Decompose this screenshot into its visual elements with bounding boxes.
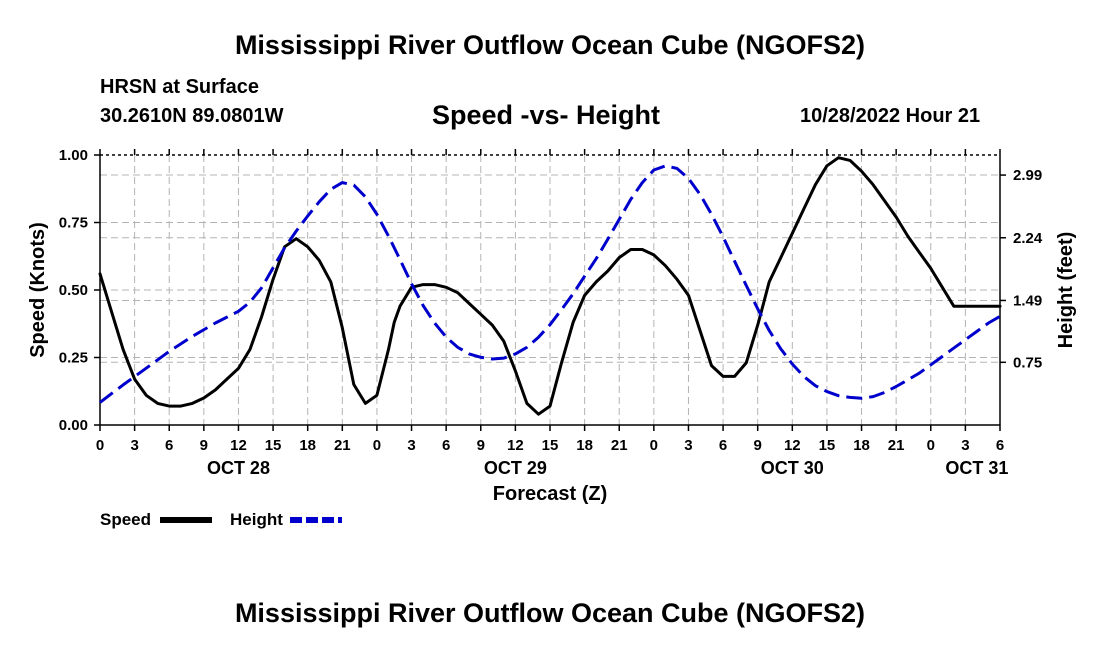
y-axis-label: Speed (Knots) — [27, 222, 49, 358]
x-tick-label: 18 — [576, 437, 593, 454]
x-tick-label: 0 — [927, 437, 935, 454]
x-tick-label: 12 — [507, 437, 524, 454]
forecast-datetime: 10/28/2022 Hour 21 — [800, 105, 981, 127]
y2-tick-label: 2.24 — [1013, 230, 1043, 247]
main-title: Mississippi River Outflow Ocean Cube (NG… — [234, 30, 866, 60]
legend-speed-label: Speed — [100, 510, 152, 529]
x-tick-label: 6 — [719, 437, 727, 454]
x-tick-label: 9 — [477, 437, 485, 454]
x-tick-label: 18 — [299, 437, 316, 454]
axes: 0 3 6 9 12 15 18 21 0 3 6 9 12 15 18 21 0 3 6 9 12 15 18 21 0 3 6 O… — [59, 147, 1043, 478]
x-tick-label: 15 — [819, 437, 836, 454]
x-tick-label: 0 — [373, 437, 381, 454]
y2-tick-label: 0.75 — [1013, 354, 1042, 371]
series-line-height — [99, 164, 1001, 404]
x-tick-label: 15 — [542, 437, 559, 454]
coordinates-label: 30.2610N 89.0801W — [100, 105, 284, 127]
x-tick-label: 3 — [130, 437, 138, 454]
x-tick-label: 0 — [96, 437, 104, 454]
grid — [100, 155, 1000, 425]
x-tick-label: 21 — [888, 437, 905, 454]
x-tick-label: 0 — [650, 437, 658, 454]
x-tick-label: 18 — [853, 437, 870, 454]
series — [98, 156, 1002, 416]
x-tick-label: 21 — [334, 437, 351, 454]
x-tick-label: 15 — [265, 437, 282, 454]
x-tick-label: 12 — [784, 437, 801, 454]
y2-axis-label: Height (feet) — [1055, 232, 1077, 349]
y2-tick-label: 2.99 — [1013, 167, 1042, 184]
footer-title: Mississippi River Outflow Ocean Cube (NG… — [234, 598, 866, 628]
series-line-speed — [98, 156, 1002, 416]
day-label: OCT 29 — [484, 458, 547, 478]
x-tick-label: 9 — [200, 437, 208, 454]
day-label: OCT 28 — [207, 458, 270, 478]
x-tick-label: 21 — [611, 437, 628, 454]
y-tick-label: 0.50 — [59, 282, 88, 299]
station-label: HRSN at Surface — [100, 76, 259, 98]
y-tick-label: 0.00 — [59, 417, 88, 434]
y-tick-label: 0.75 — [59, 215, 88, 232]
x-axis-label: Forecast (Z) — [493, 483, 607, 505]
y-tick-label: 0.25 — [59, 350, 88, 367]
x-tick-label: 12 — [230, 437, 247, 454]
x-tick-label: 3 — [961, 437, 969, 454]
y-tick-label: 1.00 — [59, 147, 88, 164]
chart-subtitle: Speed -vs- Height — [432, 100, 661, 130]
x-tick-label: 3 — [407, 437, 415, 454]
y2-tick-label: 1.49 — [1013, 292, 1042, 309]
x-tick-label: 3 — [684, 437, 692, 454]
legend-height-swatch — [290, 517, 342, 523]
x-tick-label: 6 — [165, 437, 173, 454]
day-label: OCT 30 — [761, 458, 824, 478]
x-tick-label: 6 — [996, 437, 1004, 454]
x-tick-label: 9 — [754, 437, 762, 454]
legend-speed-swatch — [160, 517, 212, 523]
legend-height-label: Height — [230, 510, 283, 529]
day-label: OCT 31 — [945, 458, 1008, 478]
x-tick-label: 6 — [442, 437, 450, 454]
